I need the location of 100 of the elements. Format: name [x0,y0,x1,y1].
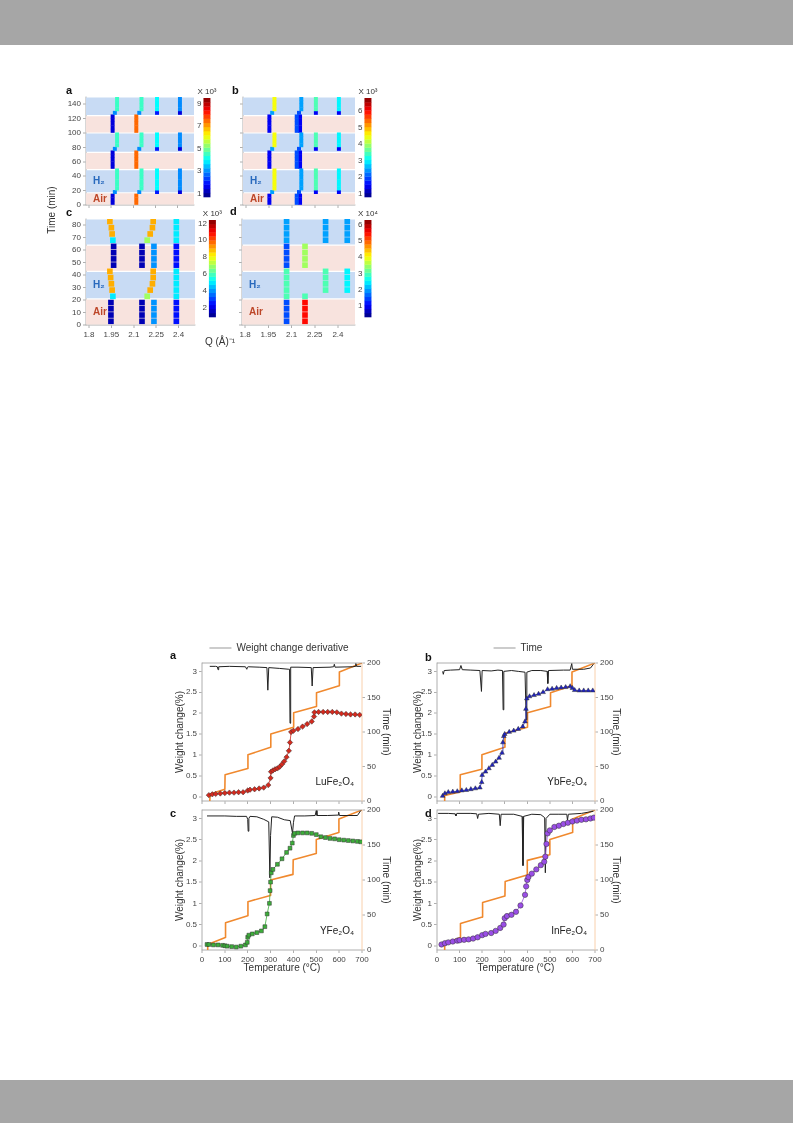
x-tick-label: 100 [452,955,467,964]
y-tick-label: 0 [427,792,433,802]
x-tick-label: 700 [355,955,370,964]
x-tick-label: 100 [218,955,233,964]
color-bar-label: 2 [202,302,208,312]
y2-tick-label: 200 [367,805,381,815]
color-bar-label: 7 [197,121,202,131]
text: Time [520,641,543,653]
chart-title: c [66,205,73,218]
y2-tick-label: 200 [600,805,614,815]
y-tick-label: 1 [192,898,198,908]
y-tick-label: 30 [72,282,82,292]
y-tick-label: 0.5 [185,919,198,929]
y-tick-label: 60 [72,157,82,166]
y-tick-label: 20 [72,295,82,305]
x-tick-label: 300 [498,955,512,964]
color-bar-title: X 10³ [197,87,217,97]
annotation: YFe₂O₄ [319,925,354,936]
y-tick-label: 2.5 [420,687,433,697]
color-bar-label: 8 [202,252,208,262]
y-tick-label: 2.5 [420,834,433,844]
band-label: Air [249,305,263,317]
color-bar-label: 3 [358,155,363,165]
y2-tick-label: 0 [367,796,372,806]
color-bar-title: X 10³ [202,209,223,219]
series-label: Weight change derivative [236,641,349,653]
x-tick-label: 600 [565,955,580,964]
y-tick-label: 100 [67,128,82,138]
y-tick-label: 2 [192,856,198,866]
y-tick-label: 70 [72,232,82,242]
color-bar-title: X 10³ [358,87,378,97]
y2-tick-label: 0 [600,945,605,955]
x-tick-label: 400 [286,955,301,964]
y2-tick-label: 150 [367,692,381,702]
band-label: Air [93,305,107,317]
x-tick-label: 700 [588,955,603,964]
y-tick-label: 2 [427,856,433,866]
chart-title: b [425,650,432,663]
x-tick-label: 300 [263,955,278,964]
band-label: Air [250,192,264,204]
color-bar-label: 9 [197,98,202,108]
color-bar-label: 1 [358,300,363,310]
annotation: InFe₂O₄ [551,925,587,936]
y2-axis-title: Time (min) [381,856,393,904]
chart-title: d [230,204,237,217]
y2-tick-label: 50 [367,910,377,920]
y-tick-label: 10 [72,307,82,317]
x-tick-label: 600 [332,955,347,964]
y-tick-label: 1 [427,898,433,908]
x-tick-label: 2.25 [148,330,165,339]
y-tick-label: 0.5 [420,771,433,781]
band-label: Air [93,192,107,204]
y-tick-label: 20 [72,185,82,195]
x-axis-title: Temperature (°C) [243,961,321,973]
x-axis-title: Temperature (°C) [477,961,555,973]
y2-tick-label: 100 [367,727,381,737]
chart-title: b [232,83,239,96]
x-tick-label: 500 [309,955,324,964]
y-tick-label: 2.5 [185,834,198,844]
y-tick-label: 0 [427,940,433,950]
band-label: H₂ [249,278,261,290]
color-bar-label: 12 [197,218,208,228]
color-bar-label: 4 [358,252,363,262]
y-axis-title: Weight change(%) [173,690,185,774]
y2-axis-title: Time (min) [381,708,393,756]
color-bar-label: 5 [197,143,202,153]
x-tick-label: 1.8 [83,330,96,339]
y2-tick-label: 0 [367,945,372,955]
color-bar-label: 6 [202,269,208,279]
color-bar-label: 2 [358,284,363,294]
x-tick-label: 2.4 [332,330,345,339]
color-bar-label: 4 [202,286,208,296]
y-tick-label: 80 [72,142,82,152]
y-tick-label: 60 [72,245,82,255]
y-tick-label: 2.5 [185,687,198,697]
color-bar-label: 4 [358,139,363,149]
chart-title: a [170,648,177,661]
y2-tick-label: 150 [600,692,614,702]
y2-tick-label: 200 [600,658,614,668]
y2-tick-label: 150 [600,840,614,850]
y-tick-label: 120 [67,113,82,123]
y-tick-label: 40 [72,171,82,181]
y-axis-title: Time (min) [46,186,58,234]
y-tick-label: 3 [427,666,433,676]
color-bar-label: 3 [358,268,363,278]
y-tick-label: 2 [192,708,198,718]
y2-tick-label: 50 [600,761,610,771]
y2-tick-label: 150 [367,840,381,850]
y-tick-label: 3 [192,666,198,676]
y2-tick-label: 100 [367,875,381,885]
y-tick-label: 1 [192,750,198,760]
y-tick-label: 0 [192,940,198,950]
color-bar-label: 6 [358,106,363,116]
x-tick-label: 200 [241,955,255,964]
color-bar-label: 6 [358,220,363,230]
color-bar-title: X 10⁴ [358,209,379,219]
annotation: LuFe₂O₄ [315,776,354,787]
y-tick-label: 1.5 [185,729,198,739]
color-bar-label: 1 [358,188,363,198]
color-bar-label: 5 [358,236,363,246]
